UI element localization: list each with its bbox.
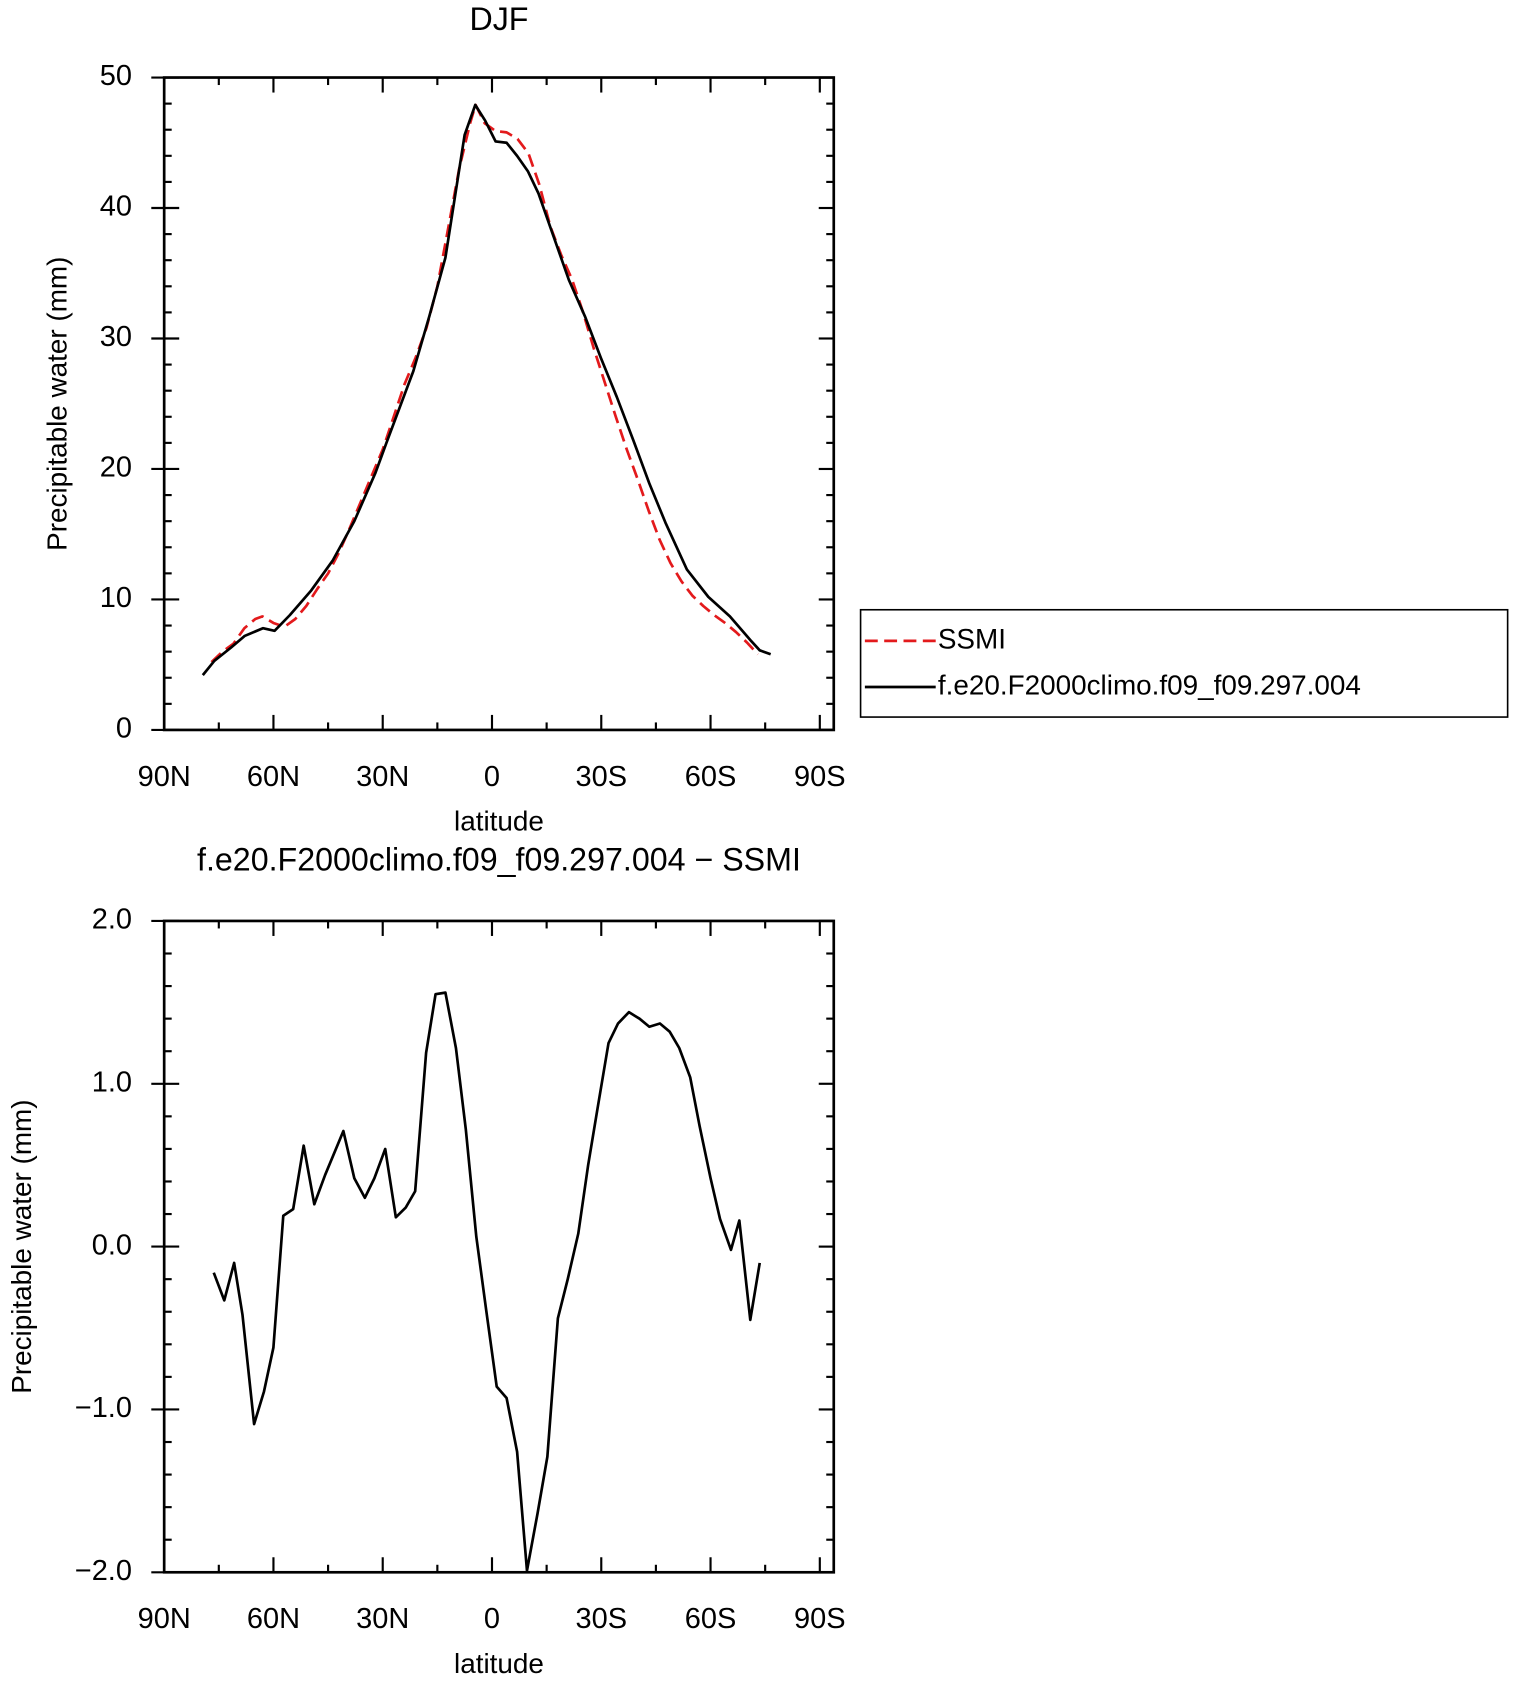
x-tick-label: 0 <box>484 761 500 793</box>
y-tick-label: −2.0 <box>75 1555 132 1587</box>
y-tick-label: 10 <box>100 582 132 614</box>
legend-frame <box>859 608 1509 718</box>
plot-frame <box>162 919 836 1574</box>
x-axis-label: latitude <box>454 806 544 837</box>
y-tick-label: 0.0 <box>92 1229 132 1261</box>
y-tick-label: 0 <box>116 713 132 745</box>
y-tick-label: 2.0 <box>92 904 132 936</box>
y-tick-label: 40 <box>100 191 132 223</box>
x-tick-label: 90S <box>794 761 846 793</box>
y-tick-label: −1.0 <box>75 1392 132 1424</box>
panel: DJF latitude Precipitable water (mm) 90N 60N… <box>41 1 1509 837</box>
plot-frame <box>162 76 836 732</box>
x-tick-label: 30N <box>356 1603 409 1635</box>
y-tick-label: 1.0 <box>92 1066 132 1098</box>
x-tick-label: 90N <box>138 1603 191 1635</box>
chart-title: DJF <box>469 1 528 37</box>
y-tick-label: 20 <box>100 452 132 484</box>
x-tick-label: 30S <box>575 761 627 793</box>
data-line <box>210 103 759 664</box>
x-tick-label: 60N <box>247 1603 300 1635</box>
x-axis-label: latitude <box>454 1648 544 1679</box>
legend: SSMI f.e20.F2000climo.f09_f09.297.004 <box>859 608 1509 718</box>
legend-label: f.e20.F2000climo.f09_f09.297.004 <box>938 669 1361 700</box>
y-tick-label: 50 <box>100 60 132 92</box>
y-tick-label: 30 <box>100 321 132 353</box>
x-tick-label: 30N <box>356 761 409 793</box>
chart-title: f.e20.F2000climo.f09_f09.297.004 − SSMI <box>197 841 801 877</box>
x-tick-label: 60S <box>685 761 737 793</box>
y-axis-label: Precipitable water (mm) <box>41 257 72 551</box>
x-tick-label: 90N <box>138 761 191 793</box>
data-line <box>201 103 772 676</box>
legend-label: SSMI <box>938 623 1006 654</box>
x-tick-label: 30S <box>575 1603 627 1635</box>
x-tick-label: 60S <box>685 1603 737 1635</box>
data-line <box>212 991 762 1573</box>
panel: f.e20.F2000climo.f09_f09.297.004 − SSMI l… <box>6 841 846 1679</box>
y-axis-label: Precipitable water (mm) <box>6 1099 37 1393</box>
x-tick-label: 60N <box>247 761 300 793</box>
x-tick-label: 0 <box>484 1603 500 1635</box>
x-tick-label: 90S <box>794 1603 846 1635</box>
